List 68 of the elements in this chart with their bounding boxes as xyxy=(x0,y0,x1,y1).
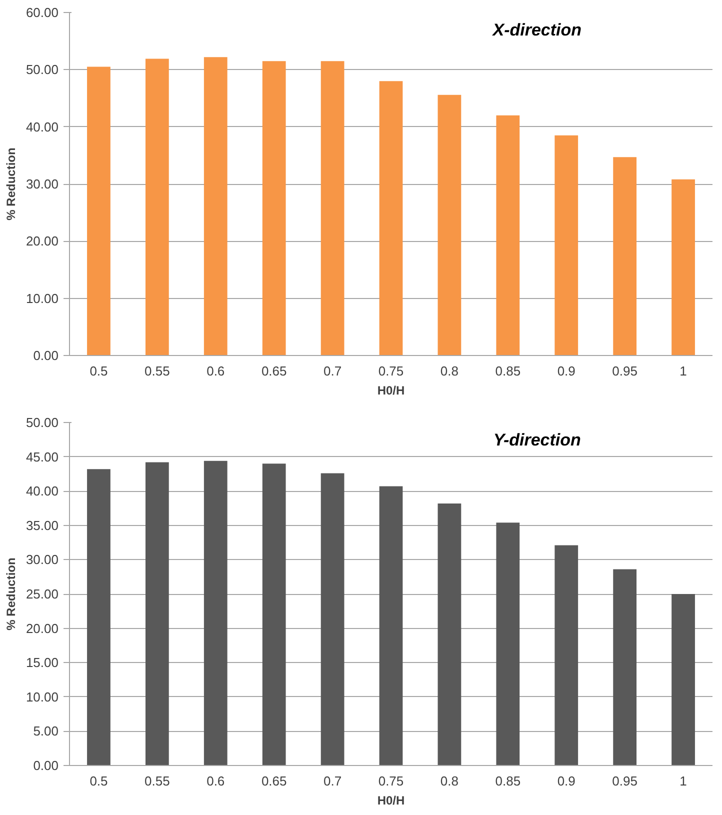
x-tick-label: 0.65 xyxy=(261,774,287,788)
bar xyxy=(613,569,637,766)
x-tick-label: 0.95 xyxy=(612,774,638,788)
bar xyxy=(438,94,462,356)
bar xyxy=(320,61,344,356)
y-tick-label: 15.00 xyxy=(26,655,59,670)
x-axis-title: H0/H xyxy=(377,794,405,808)
bar xyxy=(438,503,462,766)
y-axis-title: % Reduction xyxy=(4,558,18,630)
x-tick-label: 0.9 xyxy=(557,364,576,378)
bar xyxy=(87,469,110,766)
x-tick-label: 0.6 xyxy=(206,774,225,788)
y-tick-label: 5.00 xyxy=(33,724,59,739)
y-tick-label: 0.00 xyxy=(33,758,59,773)
x-tick-label: 0.75 xyxy=(378,774,404,788)
y-axis-title: % Reduction xyxy=(4,148,18,220)
bar xyxy=(204,57,228,356)
bar xyxy=(554,135,578,356)
text: Y-direction xyxy=(493,430,581,450)
y-tick-label: 40.00 xyxy=(26,119,59,134)
bar xyxy=(554,545,578,766)
x-tick-label: 0.85 xyxy=(495,774,521,788)
text: X-direction xyxy=(492,20,582,40)
bar xyxy=(496,115,520,356)
bar xyxy=(613,157,637,356)
x-tick-label: 0.7 xyxy=(324,774,342,788)
x-tick-label: 0.95 xyxy=(612,364,638,378)
x-tick-label: 0.65 xyxy=(261,364,287,378)
x-tick-label: 0.6 xyxy=(206,364,225,378)
bar xyxy=(204,460,228,766)
y-tick-label: 50.00 xyxy=(26,415,59,430)
y-tick-label: 10.00 xyxy=(26,290,59,306)
x-tick-label: 0.5 xyxy=(90,774,108,788)
x-tick-label: 0.55 xyxy=(144,774,170,788)
x-tick-label: 0.9 xyxy=(557,774,576,788)
y-tick-label: 0.00 xyxy=(33,348,59,363)
x-tick-label: 0.75 xyxy=(378,364,404,378)
y-tick-label: 50.00 xyxy=(26,62,59,78)
y-tick-label: 30.00 xyxy=(26,552,59,568)
bar xyxy=(672,594,695,766)
x-tick-label: 0.5 xyxy=(90,364,108,378)
bar xyxy=(320,473,344,766)
x-tick-label: 0.85 xyxy=(495,364,521,378)
y-tick-label: 45.00 xyxy=(26,449,59,464)
y-tick-label: 20.00 xyxy=(26,234,59,249)
x-tick-label: 0.8 xyxy=(440,774,458,788)
y-tick-label: 40.00 xyxy=(26,484,59,499)
bar xyxy=(496,522,520,766)
bar xyxy=(379,486,403,766)
x-tick-label: 0.8 xyxy=(440,364,458,378)
y-tick-label: 60.00 xyxy=(26,5,59,20)
bar xyxy=(145,462,169,766)
y-tick-label: 20.00 xyxy=(26,620,59,636)
bar xyxy=(145,58,169,356)
y-tick-label: 35.00 xyxy=(26,518,59,533)
x-tick-label: 1 xyxy=(680,774,687,788)
bar xyxy=(262,464,286,766)
bar xyxy=(87,66,110,356)
x-tick-label: 0.7 xyxy=(324,364,342,378)
x-axis-title: H0/H xyxy=(377,384,405,398)
bar xyxy=(672,179,695,356)
x-tick-label: 0.55 xyxy=(144,364,170,378)
bar xyxy=(262,61,286,356)
y-tick-label: 30.00 xyxy=(26,176,59,192)
x-tick-label: 1 xyxy=(680,364,687,378)
y-tick-label: 10.00 xyxy=(26,689,59,704)
bar xyxy=(379,81,403,356)
y-tick-label: 25.00 xyxy=(26,586,59,602)
